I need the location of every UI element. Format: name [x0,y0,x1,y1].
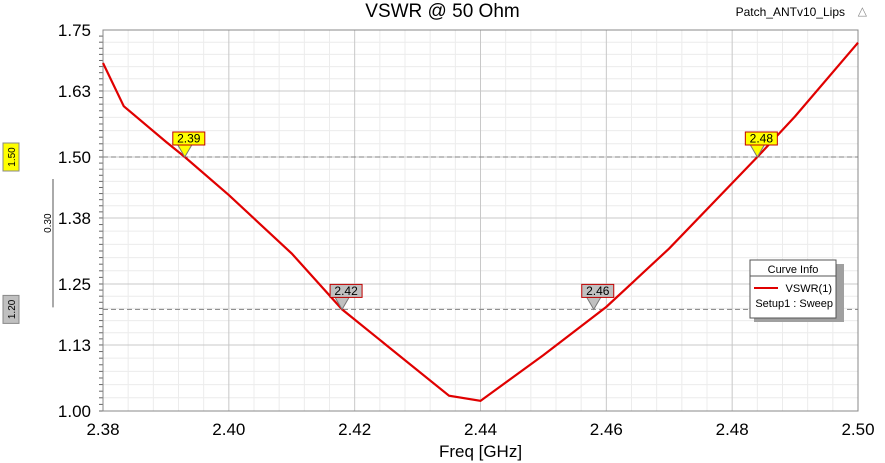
x-tick-label: 2.42 [338,420,371,439]
marker-label: 2.42 [334,284,358,298]
y-tick-label: 1.25 [58,275,91,294]
plot-border [102,29,859,412]
y-tick-label: 1.75 [58,21,91,40]
marker-tag [172,131,206,146]
x-axis-label: Freq [GHz] [439,442,522,461]
delta-label: 0.30 [43,213,54,233]
vswr-series-line [102,41,859,402]
x-tick-label: 2.44 [464,420,497,439]
x-tick-label: 2.40 [212,420,245,439]
legend-title: Curve Info [768,264,819,276]
reference-line-tag [2,142,20,172]
y-tick-label: 1.38 [58,209,91,228]
marker-tag [744,131,778,146]
x-tick-label: 2.50 [841,420,874,439]
y-tick-label: 1.13 [58,336,91,355]
reference-line-label: 1.20 [7,299,18,319]
x-tick-label: 2.48 [716,420,749,439]
reference-line-tag [2,294,20,324]
marker-tag [581,283,615,298]
hfss-logo-icon: △ [857,4,867,18]
marker-label: 2.39 [177,132,201,146]
y-tick-label: 1.50 [58,148,91,167]
marker-label: 2.46 [586,284,610,298]
legend-entry-sublabel: Setup1 : Sweep [755,298,833,310]
y-tick-label: 1.00 [58,402,91,421]
reference-line-label: 1.50 [7,147,18,167]
project-label: Patch_ANTv10_Lips [735,5,845,19]
marker-label: 2.48 [750,132,774,146]
legend-entry-label: VSWR(1) [786,283,832,295]
y-tick-label: 1.63 [58,82,91,101]
marker-tag [329,283,363,298]
chart-title: VSWR @ 50 Ohm [365,1,520,22]
x-tick-label: 2.46 [590,420,623,439]
x-tick-label: 2.38 [86,420,119,439]
